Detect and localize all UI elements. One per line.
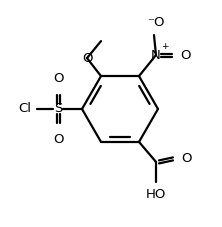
- Text: O: O: [53, 133, 63, 146]
- Text: N: N: [151, 49, 161, 62]
- Text: O: O: [181, 152, 192, 165]
- Text: O: O: [180, 49, 190, 62]
- Text: O: O: [53, 72, 63, 85]
- Text: +: +: [161, 42, 168, 51]
- Text: Cl: Cl: [18, 103, 31, 116]
- Text: HO: HO: [146, 188, 166, 201]
- Text: O: O: [82, 52, 92, 65]
- Text: ⁻O: ⁻O: [147, 16, 165, 29]
- Text: S: S: [54, 103, 62, 116]
